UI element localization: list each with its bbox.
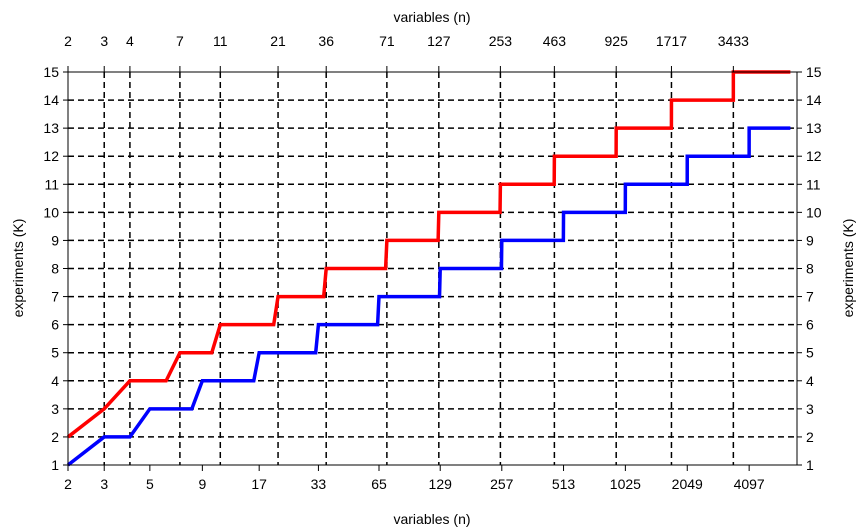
y-tick-label-left: 8 <box>51 261 59 277</box>
x-tick-label-bottom: 5 <box>146 476 154 492</box>
x-tick-label-bottom: 33 <box>311 476 327 492</box>
y-tick-label-right: 12 <box>806 148 822 164</box>
x-tick-label-top: 7 <box>176 33 184 49</box>
x-tick-label-bottom: 513 <box>552 476 576 492</box>
series-line-1 <box>66 70 791 439</box>
x-tick-label-top: 3433 <box>718 33 749 49</box>
y-tick-label-left: 9 <box>51 232 59 248</box>
y-tick-label-left: 2 <box>51 429 59 445</box>
x-tick-label-top: 21 <box>270 33 286 49</box>
series-lines <box>66 70 791 467</box>
y-tick-label-left: 4 <box>51 373 59 389</box>
y-tick-label-right: 13 <box>806 120 822 136</box>
y-tick-label-left: 1 <box>51 457 59 473</box>
y-tick-label-right: 8 <box>806 261 814 277</box>
x-tick-label-top: 253 <box>489 33 513 49</box>
x-tick-label-bottom: 257 <box>490 476 514 492</box>
x-tick-label-top: 36 <box>318 33 334 49</box>
y-axis-title-left: experiments (K) <box>10 219 26 318</box>
x-tick-label-bottom: 129 <box>429 476 453 492</box>
y-tick-label-left: 5 <box>51 345 59 361</box>
x-tick-label-top: 71 <box>379 33 395 49</box>
grid <box>68 72 797 465</box>
x-tick-label-bottom: 17 <box>251 476 267 492</box>
y-tick-label-right: 14 <box>806 92 822 108</box>
y-tick-label-right: 10 <box>806 204 822 220</box>
y-tick-label-right: 3 <box>806 401 814 417</box>
y-axis-title-right: experiments (K) <box>840 219 856 318</box>
y-tick-label-left: 14 <box>43 92 59 108</box>
x-axis-title-top: variables (n) <box>393 9 470 25</box>
x-tick-label-bottom: 9 <box>198 476 206 492</box>
y-tick-label-right: 15 <box>806 64 822 80</box>
y-tick-label-right: 6 <box>806 317 814 333</box>
x-tick-label-top: 3 <box>100 33 108 49</box>
x-tick-label-bottom: 3 <box>100 476 108 492</box>
x-tick-label-top: 2 <box>64 33 72 49</box>
x-tick-label-top: 11 <box>213 33 228 49</box>
y-tick-label-right: 9 <box>806 232 814 248</box>
x-tick-label-top: 463 <box>543 33 567 49</box>
x-tick-label-bottom: 4097 <box>734 476 765 492</box>
y-tick-label-left: 10 <box>43 204 59 220</box>
x-axis-title-bottom: variables (n) <box>393 511 470 527</box>
y-tick-label-left: 3 <box>51 401 59 417</box>
y-tick-label-right: 2 <box>806 429 814 445</box>
y-tick-label-left: 6 <box>51 317 59 333</box>
x-tick-label-top: 925 <box>605 33 629 49</box>
series-line-2 <box>66 126 791 467</box>
x-tick-label-bottom: 2 <box>64 476 72 492</box>
y-tick-label-right: 7 <box>806 289 814 305</box>
x-tick-label-bottom: 1025 <box>610 476 641 492</box>
y-tick-label-left: 11 <box>44 176 59 192</box>
x-tick-label-top: 127 <box>427 33 451 49</box>
y-tick-label-left: 12 <box>43 148 59 164</box>
y-tick-label-right: 11 <box>806 176 821 192</box>
y-tick-label-left: 7 <box>51 289 59 305</box>
x-tick-label-bottom: 2049 <box>672 476 703 492</box>
y-tick-label-right: 5 <box>806 345 814 361</box>
x-tick-label-top: 1717 <box>656 33 687 49</box>
y-tick-label-left: 15 <box>43 64 59 80</box>
x-tick-label-top: 4 <box>126 33 134 49</box>
y-tick-label-right: 4 <box>806 373 814 389</box>
y-tick-label-left: 13 <box>43 120 59 136</box>
y-tick-label-right: 1 <box>806 457 814 473</box>
x-tick-label-bottom: 65 <box>371 476 387 492</box>
